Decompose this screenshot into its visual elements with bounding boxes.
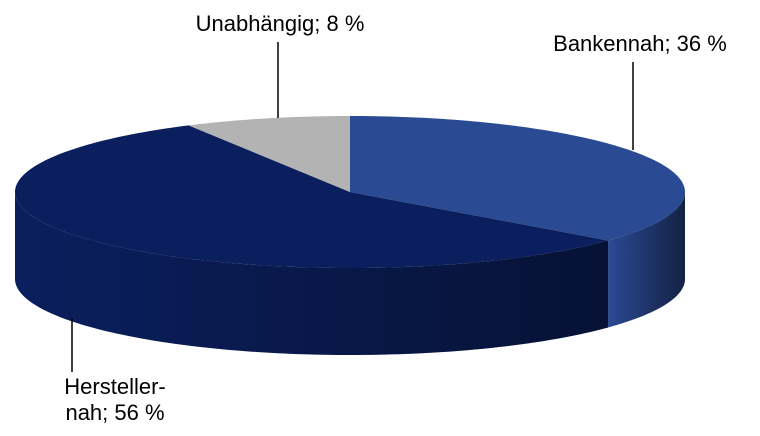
pie-tops [15,116,685,268]
data-label: Unabhängig; 8 % [196,11,365,36]
labels: Bankennah; 36 % Hersteller-nah; 56 % Unabh… [64,11,727,425]
slice [15,125,609,268]
data-label: Hersteller- [64,374,165,399]
data-label: Bankennah; 36 % [553,31,727,56]
data-label: nah; 56 % [65,400,164,425]
slice-side-shade [15,192,609,355]
slice [350,116,685,241]
slice [188,116,350,192]
slice-side-shade [608,192,685,328]
pie-sides [15,192,685,355]
